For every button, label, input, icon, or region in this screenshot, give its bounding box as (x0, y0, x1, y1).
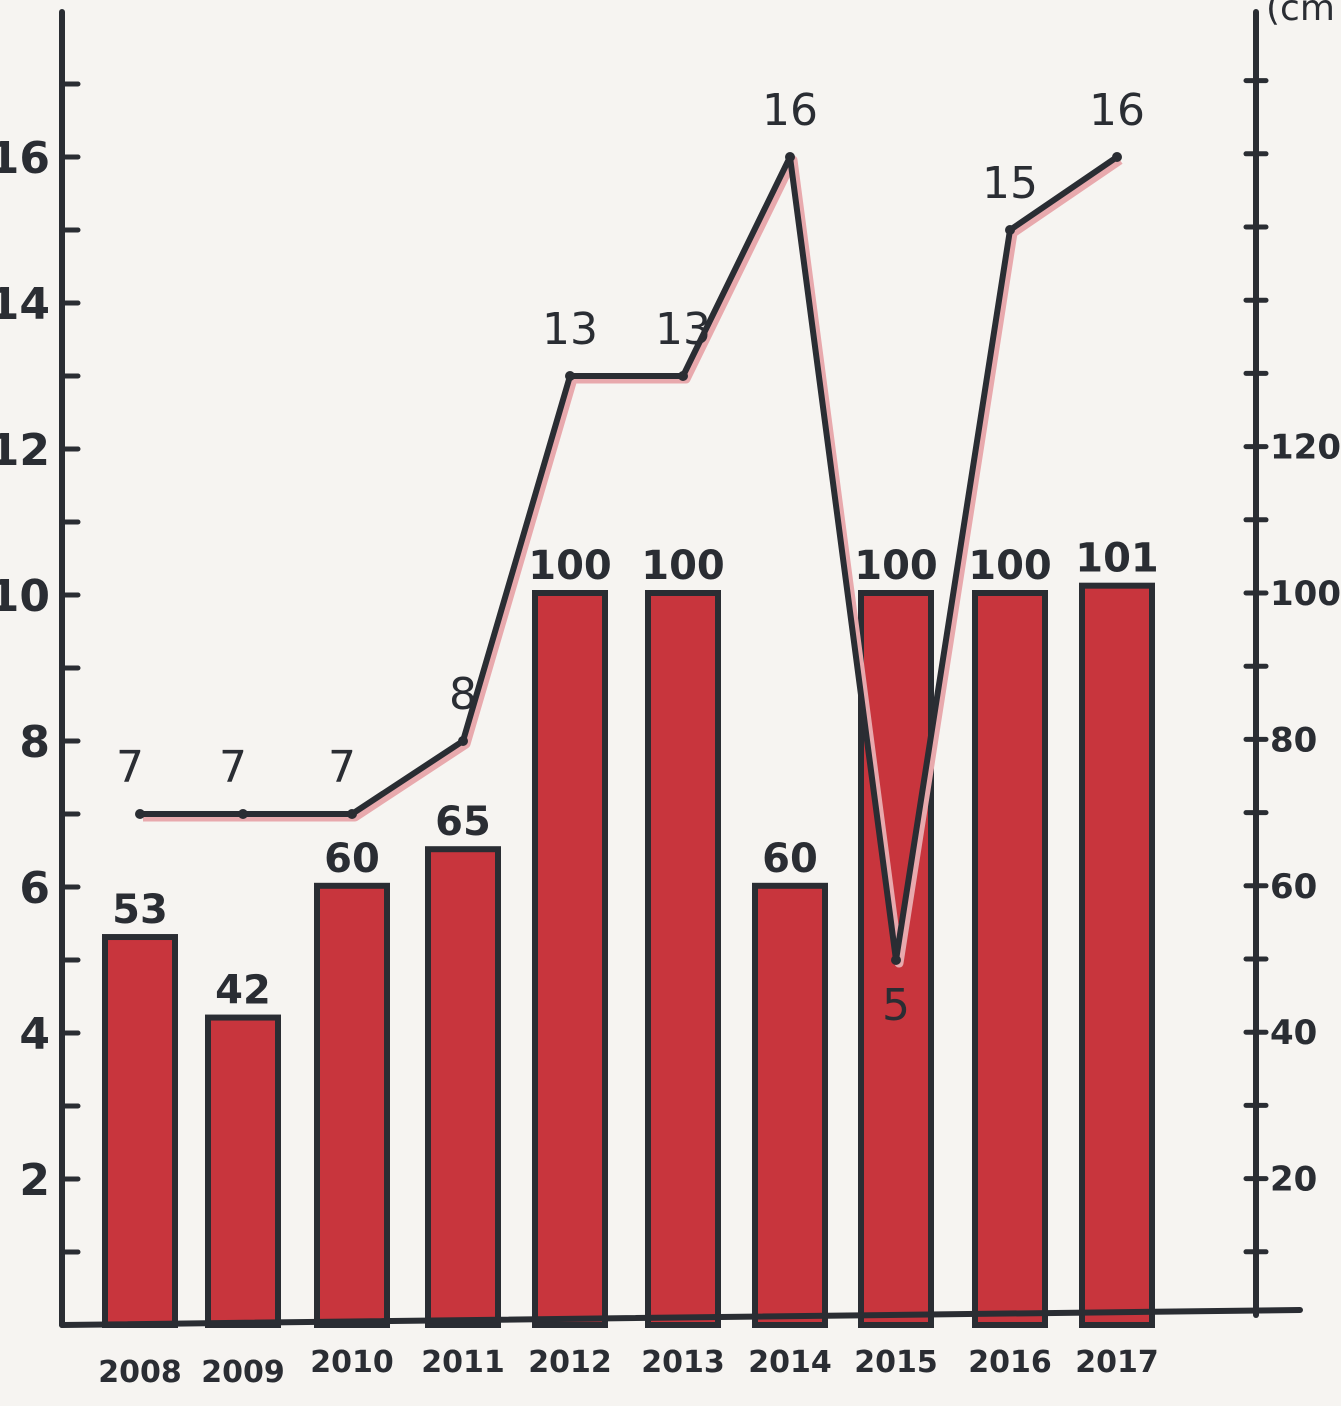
bar-label-2017: 101 (1075, 536, 1159, 582)
right-tick-label-120: 120 (1270, 428, 1341, 468)
line-label-2010: 7 (328, 742, 356, 793)
category-label-2016: 2016 (968, 1345, 1052, 1380)
left-tick-label-2: 2 (19, 1155, 50, 1206)
line-label-2008: 7 (116, 742, 144, 793)
line-label-2012: 13 (542, 304, 598, 355)
right-tick-label-40: 40 (1270, 1013, 1317, 1053)
line-point-2017 (1112, 152, 1122, 162)
bar-2011 (425, 846, 501, 1328)
left-tick-label-12: 12 (0, 425, 50, 476)
line-series (137, 154, 1120, 963)
bar-label-2015: 100 (854, 543, 938, 589)
bar-label-2010: 60 (324, 836, 380, 882)
bar-label-2016: 100 (968, 543, 1052, 589)
bar-2009 (205, 1014, 281, 1328)
line-point-2010 (347, 809, 357, 819)
left-tick-label-8: 8 (19, 717, 50, 768)
line-label-2011: 8 (449, 669, 477, 720)
line-point-2011 (458, 736, 468, 746)
category-label-2010: 2010 (310, 1345, 394, 1380)
category-label-2017: 2017 (1075, 1345, 1159, 1380)
line-label-2013: 13 (655, 304, 711, 355)
category-label-2014: 2014 (748, 1345, 832, 1380)
line-point-2012 (565, 371, 575, 381)
x-axis-line (59, 1307, 1303, 1328)
bar-2017 (1079, 582, 1155, 1328)
bar-2013 (645, 590, 721, 1328)
left-tick-label-10: 10 (0, 571, 50, 622)
category-label-2013: 2013 (641, 1345, 725, 1380)
line-label-2017: 16 (1089, 85, 1145, 136)
bar-2010 (314, 882, 390, 1328)
line-label-2014: 16 (762, 85, 818, 136)
right-tick-label-100: 100 (1270, 574, 1341, 614)
category-label-2008: 2008 (98, 1355, 182, 1390)
bar-2016 (972, 590, 1048, 1328)
bar-2008 (102, 934, 178, 1328)
right-axis-unit: (cm (1266, 0, 1335, 29)
bar-2014 (752, 882, 828, 1328)
left-tick-label-4: 4 (19, 1009, 50, 1060)
bar-label-2012: 100 (528, 543, 612, 589)
bar-label-2009: 42 (215, 968, 271, 1014)
bar-2012 (532, 590, 608, 1328)
right-tick-label-80: 80 (1270, 720, 1317, 760)
left-tick-label-16: 16 (0, 133, 50, 184)
bar-label-2013: 100 (641, 543, 725, 589)
line-point-2014 (785, 152, 795, 162)
line-point-2009 (238, 809, 248, 819)
bar-label-2011: 65 (435, 799, 491, 845)
line-point-2013 (678, 371, 688, 381)
category-label-2015: 2015 (854, 1345, 938, 1380)
right-tick-label-60: 60 (1270, 867, 1317, 907)
line-point-2015 (891, 955, 901, 965)
bar-label-2014: 60 (762, 836, 818, 882)
category-label-2009: 2009 (201, 1355, 285, 1390)
category-label-2011: 2011 (421, 1345, 505, 1380)
line-label-2009: 7 (219, 742, 247, 793)
line-point-2008 (135, 809, 145, 819)
category-label-2012: 2012 (528, 1345, 612, 1380)
right-tick-label-20: 20 (1270, 1160, 1317, 1200)
line-label-2016: 15 (982, 158, 1038, 209)
left-tick-label-14: 14 (0, 279, 50, 330)
line-label-2015: 5 (882, 980, 910, 1031)
left-tick-label-6: 6 (19, 863, 50, 914)
bar-label-2008: 53 (112, 887, 168, 933)
line-point-2016 (1005, 225, 1015, 235)
